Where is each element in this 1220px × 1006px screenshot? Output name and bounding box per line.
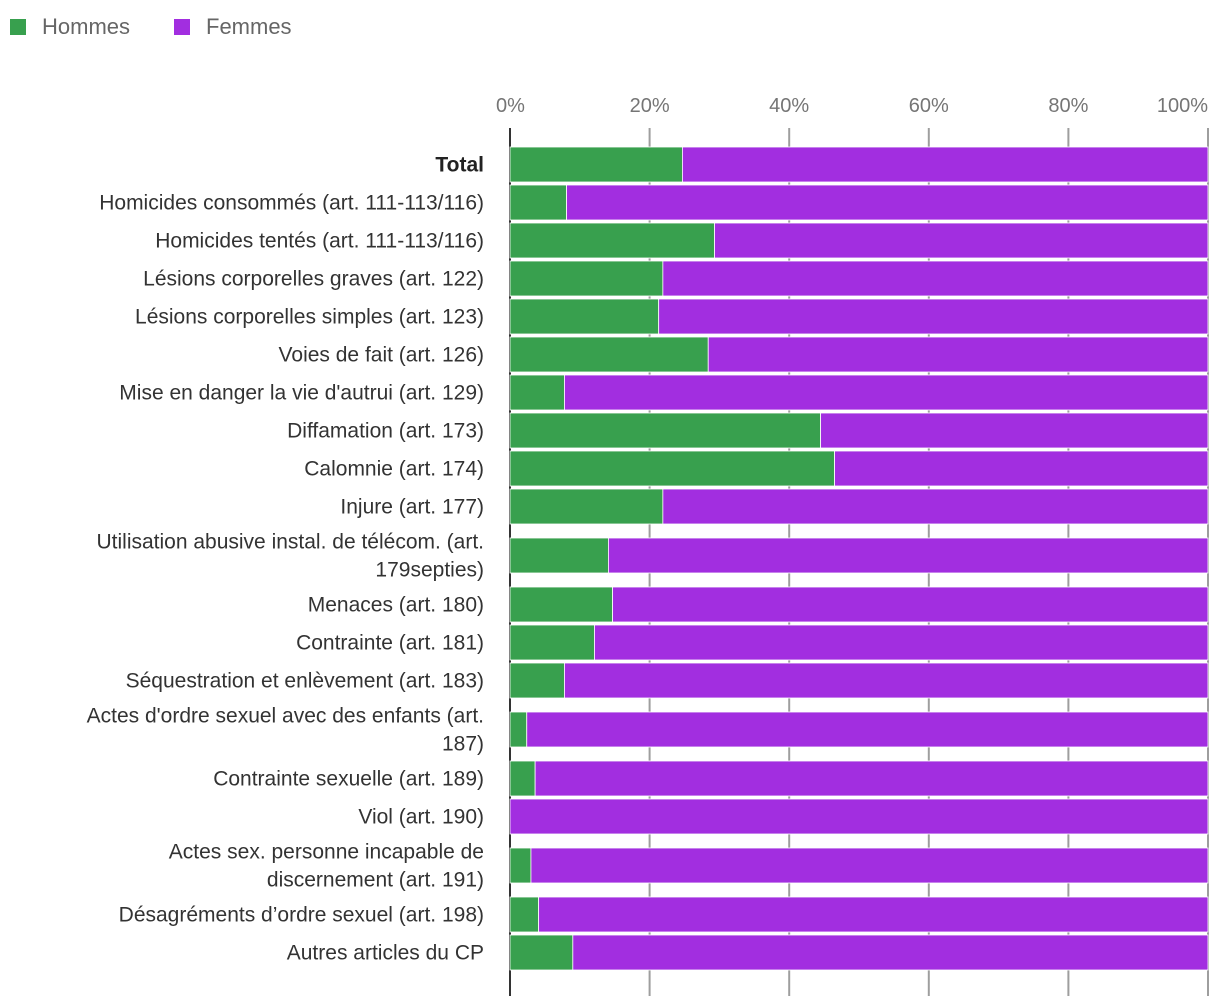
bar-femmes xyxy=(707,336,1209,373)
category-label: 187) xyxy=(442,733,484,756)
x-tick-label: 100% xyxy=(1157,95,1208,117)
bar-hommes xyxy=(509,260,664,297)
category-label: Total xyxy=(435,154,484,177)
bar-hommes xyxy=(509,624,595,661)
category-label: Séquestration et enlèvement (art. 183) xyxy=(126,670,484,693)
legend-swatch-hommes xyxy=(10,19,26,35)
bar-hommes xyxy=(509,146,683,183)
category-label: Lésions corporelles graves (art. 122) xyxy=(143,268,484,291)
category-label: Injure (art. 177) xyxy=(340,496,484,519)
bar-femmes xyxy=(534,760,1209,797)
bar-hommes xyxy=(509,537,609,574)
bar-row xyxy=(509,336,1209,373)
category-label: Diffamation (art. 173) xyxy=(287,420,484,443)
x-tick-label: 0% xyxy=(496,95,525,117)
bar-row xyxy=(509,146,1209,183)
bar-femmes xyxy=(572,934,1209,971)
category-label: Menaces (art. 180) xyxy=(308,594,484,617)
category-label: Désagréments d’ordre sexuel (art. 198) xyxy=(119,904,484,927)
bar-row xyxy=(509,222,1209,259)
bar-hommes xyxy=(509,298,660,335)
bar-hommes xyxy=(509,934,574,971)
bar-hommes xyxy=(509,222,715,259)
bar-row xyxy=(509,298,1209,335)
category-label: Lésions corporelles simples (art. 123) xyxy=(135,306,484,329)
bar-femmes xyxy=(662,260,1209,297)
x-tick-label: 80% xyxy=(1048,95,1088,117)
bar-hommes xyxy=(509,412,822,449)
x-tick-label: 60% xyxy=(909,95,949,117)
bar-row xyxy=(509,896,1209,933)
bar-hommes xyxy=(509,847,532,884)
category-label: Contrainte (art. 181) xyxy=(296,632,484,655)
bar-row xyxy=(509,184,1209,221)
bar-row xyxy=(509,260,1209,297)
category-label: Viol (art. 190) xyxy=(358,806,484,829)
bar-femmes xyxy=(538,896,1209,933)
bar-femmes xyxy=(509,798,1209,835)
category-label: Actes sex. personne incapable de xyxy=(169,841,484,864)
x-tick-label: 40% xyxy=(769,95,809,117)
bar-row xyxy=(509,374,1209,411)
bar-hommes xyxy=(509,760,536,797)
bar-row xyxy=(509,537,1209,574)
bar-femmes xyxy=(564,374,1209,411)
bar-row xyxy=(509,488,1209,525)
category-label: Autres articles du CP xyxy=(287,942,484,965)
bar-femmes xyxy=(594,624,1209,661)
bar-hommes xyxy=(509,586,614,623)
bar-row xyxy=(509,624,1209,661)
bar-row xyxy=(509,760,1209,797)
bar-hommes xyxy=(509,374,565,411)
category-label: discernement (art. 191) xyxy=(267,869,484,892)
bar-hommes xyxy=(509,450,835,487)
bar-femmes xyxy=(530,847,1209,884)
bar-hommes xyxy=(509,662,565,699)
bar-femmes xyxy=(714,222,1209,259)
legend-swatch-femmes xyxy=(174,19,190,35)
x-axis-ticks: 0% 20% 40% 60% 80% 100% xyxy=(496,95,1208,117)
category-label: Homicides consommés (art. 111-113/116) xyxy=(99,192,484,215)
bar-femmes xyxy=(612,586,1209,623)
bar-femmes xyxy=(526,711,1209,748)
bar-femmes xyxy=(834,450,1209,487)
bars xyxy=(509,146,1209,971)
legend-label-femmes: Femmes xyxy=(206,14,292,39)
bar-row xyxy=(509,586,1209,623)
category-label: Voies de fait (art. 126) xyxy=(279,344,484,367)
bar-femmes xyxy=(608,537,1209,574)
bar-row xyxy=(509,711,1209,748)
category-label: Utilisation abusive instal. de télécom. … xyxy=(96,531,484,554)
legend: Hommes Femmes xyxy=(10,14,292,39)
category-label: Contrainte sexuelle (art. 189) xyxy=(213,768,484,791)
bar-hommes xyxy=(509,336,709,373)
bar-row xyxy=(509,798,1209,835)
bar-femmes xyxy=(658,298,1209,335)
bar-row xyxy=(509,662,1209,699)
bar-row xyxy=(509,934,1209,971)
bar-femmes xyxy=(682,146,1209,183)
bar-femmes xyxy=(564,662,1209,699)
bar-femmes xyxy=(820,412,1209,449)
bar-hommes xyxy=(509,711,528,748)
legend-label-hommes: Hommes xyxy=(42,14,130,39)
bar-hommes xyxy=(509,896,540,933)
bar-row xyxy=(509,847,1209,884)
category-labels: Total Homicides consommés (art. 111-113/1… xyxy=(87,154,484,965)
bar-hommes xyxy=(509,184,567,221)
category-label: Actes d'ordre sexuel avec des enfants (a… xyxy=(87,705,484,728)
bar-hommes xyxy=(509,488,664,525)
bar-femmes xyxy=(566,184,1209,221)
category-label: Homicides tentés (art. 111-113/116) xyxy=(155,230,484,253)
category-label: 179septies) xyxy=(375,559,484,582)
category-label: Mise en danger la vie d'autrui (art. 129… xyxy=(119,382,484,405)
bar-row xyxy=(509,412,1209,449)
category-label: Calomnie (art. 174) xyxy=(304,458,484,481)
x-tick-label: 20% xyxy=(630,95,670,117)
bar-femmes xyxy=(662,488,1209,525)
bar-row xyxy=(509,450,1209,487)
